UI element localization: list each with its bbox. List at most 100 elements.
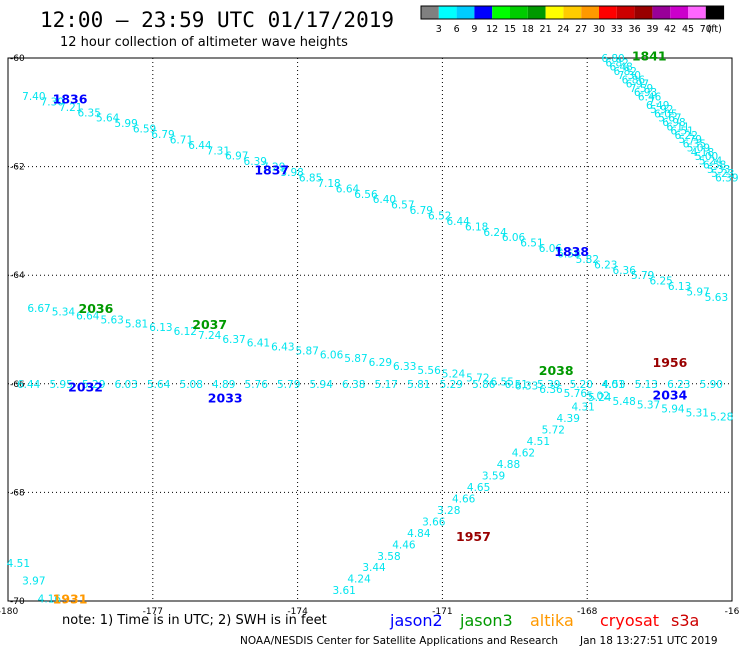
y-tick-label: -66 xyxy=(10,380,25,390)
wave-height-label: 5.24 xyxy=(442,369,466,381)
scale-swatch xyxy=(670,6,688,19)
wave-height-label: 6.51 xyxy=(670,126,693,138)
scale-label: 18 xyxy=(522,24,534,35)
wave-height-label: 5.31 xyxy=(686,408,709,420)
wave-height-label: 6.43 xyxy=(271,342,294,354)
wave-height-label: 5.67 xyxy=(658,113,681,125)
scale-swatch xyxy=(634,6,653,19)
wave-height-label: 4.51 xyxy=(527,436,550,448)
wave-height-label: 5.76 xyxy=(245,379,269,391)
footer-note: note: 1) Time is in UTC; 2) SWH is in fe… xyxy=(62,613,327,628)
pass-time-label: 1956 xyxy=(653,355,688,370)
satellite-legend: jason2 jason3 altika cryosat s3a xyxy=(389,611,699,630)
wave-height-label: 6.36 xyxy=(613,265,637,277)
wave-height-label: 4.01 xyxy=(601,379,624,391)
wave-height-label: 7.30 xyxy=(41,96,64,108)
wave-height-label: 6.58 xyxy=(703,160,726,172)
wave-height-label: 6.98 xyxy=(662,117,685,129)
pass-time-label: 2033 xyxy=(208,390,243,405)
wave-height-label: 5.63 xyxy=(100,314,123,326)
wave-height-label: 4.65 xyxy=(467,482,490,494)
wave-height-label: 4.46 xyxy=(392,539,416,551)
wave-height-label: 5.29 xyxy=(440,379,463,391)
scale-swatch xyxy=(474,6,493,19)
x-tick-label: -16 xyxy=(725,607,740,617)
wave-height-label: 6.67 xyxy=(27,303,50,315)
chart-subtitle: 12 hour collection of altimeter wave hei… xyxy=(60,35,348,50)
wave-height-label: 6.35 xyxy=(78,107,101,119)
wave-height-label: 5.87 xyxy=(344,353,367,365)
timestamp-text: Jan 18 13:27:51 UTC 2019 xyxy=(579,635,718,647)
wave-height-label: 6.13 xyxy=(668,281,691,293)
wave-height-label: 5.08 xyxy=(180,379,203,391)
wave-height-label: 6.46 xyxy=(638,91,662,103)
y-tick-label: -68 xyxy=(10,488,25,498)
wave-height-label: 6.12 xyxy=(174,326,197,338)
wave-height-label: 6.86 xyxy=(622,74,646,86)
x-tick-label: -177 xyxy=(143,607,163,617)
wave-height-label: 5.39 xyxy=(537,379,560,391)
scale-label: 24 xyxy=(557,24,569,35)
wave-height-label: 7.18 xyxy=(317,178,340,190)
legend-entry-cryosat: cryosat xyxy=(600,611,659,630)
wave-height-label: 6.58 xyxy=(557,248,580,260)
wave-height-label: 5.86 xyxy=(472,379,496,391)
scale-label: 45 xyxy=(682,24,694,35)
scale-swatch xyxy=(652,6,671,19)
wave-height-label: 5.24 xyxy=(699,155,723,167)
wave-height-label: 3.58 xyxy=(377,551,400,563)
wave-height-label: 6.41 xyxy=(247,338,270,350)
wave-height-label: 6.71 xyxy=(170,134,193,146)
pass-time-label: 1836 xyxy=(53,92,88,107)
scale-swatch xyxy=(456,6,475,19)
wave-height-label: 4.39 xyxy=(557,413,580,425)
pass-time-label: 2038 xyxy=(539,363,574,378)
wave-height-label: 6.49 xyxy=(646,100,669,112)
wave-height-label: 6.44 xyxy=(446,216,470,228)
y-tick-label: -70 xyxy=(10,597,25,607)
scale-swatch xyxy=(527,6,546,19)
wave-height-label: 6.39 xyxy=(244,156,267,168)
wave-height-label: 5.28 xyxy=(710,411,733,423)
wave-height-label: 4.53 xyxy=(602,379,625,391)
wave-height-label: 5.23 xyxy=(711,168,734,180)
wave-height-label: 4.66 xyxy=(452,493,476,505)
wave-height-label: 5.29 xyxy=(82,379,105,391)
pass-time-label: 2034 xyxy=(653,388,688,403)
wave-height-label: 6.13 xyxy=(149,322,172,334)
axis-ticks: -180 -177 -174 -171 -168 -16 -60 -62 -64 -66 -68 -7… xyxy=(0,54,740,617)
x-tick-label: -174 xyxy=(287,607,308,617)
legend-entry-jason3: jason3 xyxy=(459,611,513,630)
wave-height-label: 3.59 xyxy=(482,471,505,483)
wave-height-label: 4.24 xyxy=(347,574,371,586)
wave-height-label: 3.97 xyxy=(22,576,45,588)
wave-height-label: 5.64 xyxy=(96,113,120,125)
wave-height-label: 5.24 xyxy=(588,392,612,404)
wave-height-label: 6.51 xyxy=(520,238,543,250)
time-labels: 1836 1837 1838 2032 2033 2034 1841 2036 2037 2038… xyxy=(53,48,688,606)
wave-height-label: 5.79 xyxy=(277,379,300,391)
wave-height-label: 6.48 xyxy=(609,62,632,74)
wave-height-label: 6.44 xyxy=(17,379,41,391)
scale-label: 9 xyxy=(471,24,477,35)
wave-height-label: 7.59 xyxy=(630,83,653,95)
x-tick-label: -180 xyxy=(0,607,18,617)
wave-height-label: 5.99 xyxy=(114,118,137,130)
wave-height-label: 6.33 xyxy=(515,380,538,392)
wave-height-label: 6.82 xyxy=(605,57,628,69)
wave-height-label: 7.24 xyxy=(198,330,222,342)
wave-height-label: 6.55 xyxy=(491,376,514,388)
scale-swatch xyxy=(563,6,582,19)
pass-time-label: 1838 xyxy=(554,244,589,259)
wave-height-label: 5.94 xyxy=(310,379,334,391)
legend-entry-s3a: s3a xyxy=(671,611,699,630)
wave-height-label: 5.09 xyxy=(687,143,710,155)
grid xyxy=(8,58,732,601)
color-scale: 3 6 9 12 15 18 21 24 27 30 33 36 39 42 45 70(ft) xyxy=(420,5,725,35)
wave-height-label: 4.51 xyxy=(7,558,30,570)
chart-title: 12:00 – 23:59 UTC 01/17/2019 xyxy=(40,8,394,32)
wave-height-label: 5.37 xyxy=(637,400,660,412)
wave-height-label: 5.20 xyxy=(570,379,593,391)
wave-height-label: 6.97 xyxy=(225,151,248,163)
